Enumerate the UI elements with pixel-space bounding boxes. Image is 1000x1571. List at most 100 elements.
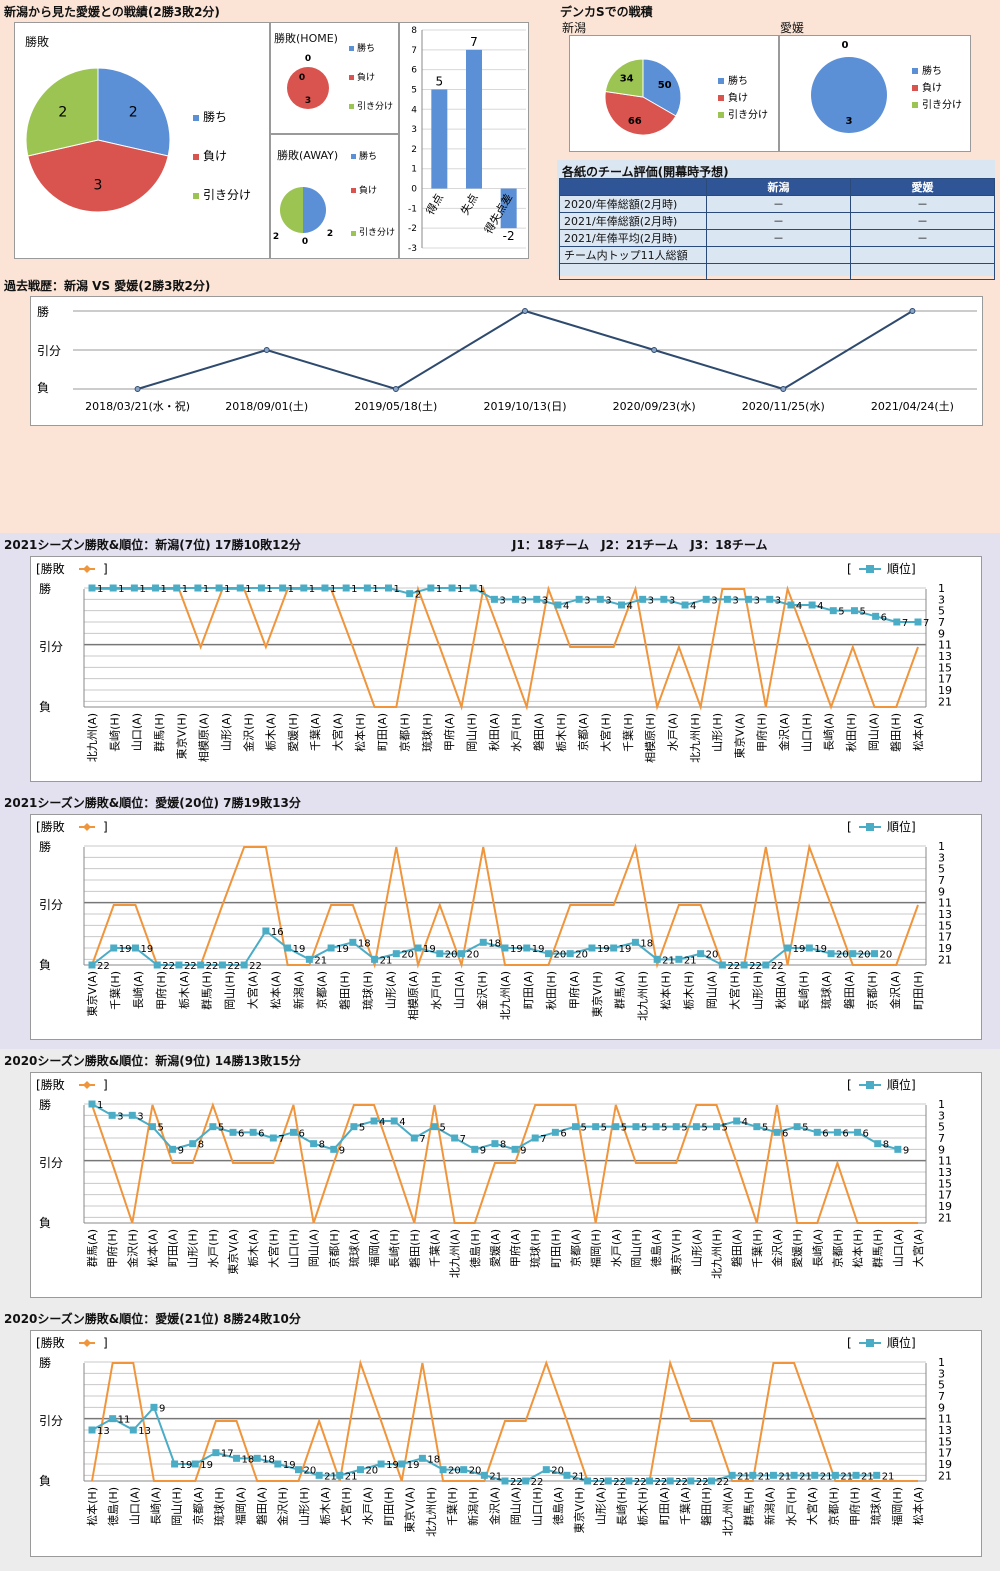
rank-data-label: 3 xyxy=(669,595,675,606)
y-tick-label: 4 xyxy=(411,105,417,115)
history-panel: 勝引分負 2018/03/21(水・祝) 2018/09/01(土) 2019/05/… xyxy=(30,296,983,426)
rank-data-label: 1 xyxy=(478,584,484,595)
rank-legend-open: [ xyxy=(847,562,852,576)
rank-data-label: 22 xyxy=(717,1477,730,1488)
rank-data-label: 22 xyxy=(675,1477,688,1488)
rank-data-label: 21 xyxy=(820,1471,833,1482)
rank-data-label: 3 xyxy=(732,595,738,606)
x-tick-label: 栃木(H) xyxy=(682,971,696,1010)
ratings-row-label: 2020/年俸総額(2月時) xyxy=(559,195,707,213)
rank-data-label: 19 xyxy=(180,1460,193,1471)
rank-data-label: 20 xyxy=(448,1466,461,1477)
x-tick-label: 磐田(A) xyxy=(842,971,856,1009)
rank-data-label: 1 xyxy=(266,584,272,595)
rank-point xyxy=(342,584,350,592)
away-pie-title: 勝敗(AWAY) xyxy=(277,149,339,162)
bar xyxy=(500,188,517,229)
rank-tick-label: 11 xyxy=(938,1413,952,1426)
rank-point xyxy=(491,1140,499,1148)
rank-point xyxy=(305,955,313,963)
rank-point xyxy=(753,1123,761,1131)
rank-data-label: 19 xyxy=(293,944,306,955)
legend-swatch-draw xyxy=(718,112,724,118)
x-tick-label: 町田(H) xyxy=(549,1229,562,1268)
x-tick-label: 大宮(H) xyxy=(598,713,612,752)
rank-data-label: 3 xyxy=(648,595,654,606)
x-tick-label: 秋田(H) xyxy=(544,971,558,1010)
x-tick-label: 群馬(H) xyxy=(871,1229,885,1268)
rank-data-label: 21 xyxy=(345,1471,358,1482)
x-tick-label: 東京V(H) xyxy=(590,971,604,1017)
rank-data-label: 3 xyxy=(521,595,527,606)
rank-point xyxy=(790,1471,798,1479)
rank-data-label: 19 xyxy=(597,944,610,955)
x-tick-label: 山形(H) xyxy=(751,971,764,1010)
rank-data-label: 21 xyxy=(684,955,697,966)
rank-point xyxy=(427,584,435,592)
rank-data-label: 20 xyxy=(575,950,588,961)
rank-point xyxy=(874,1140,882,1148)
rank-data-label: 19 xyxy=(793,944,806,955)
rank-point xyxy=(533,595,541,603)
rank-tick-label: 21 xyxy=(938,1211,952,1224)
rank-point xyxy=(652,1123,660,1131)
history-point xyxy=(263,347,270,353)
rank-point xyxy=(531,1134,539,1142)
x-tick-label: 水戸(H) xyxy=(207,1229,220,1268)
rank-data-label: 2 xyxy=(415,590,421,601)
rank-data-label: 18 xyxy=(427,1454,440,1465)
rank-point xyxy=(249,1128,257,1136)
goals-bar-panel: -3 -2 -1 0 1 2 3 4 5 6 7 8 5 得点 7 失点 -2 得失点差 xyxy=(399,22,529,259)
x-tick-label: 琉球(H) xyxy=(212,1487,226,1526)
pie-data-label: 50 xyxy=(658,80,672,91)
rank-point xyxy=(660,595,668,603)
x-tick-label: 長崎(A) xyxy=(131,971,145,1009)
rank-data-label: 6 xyxy=(782,1128,788,1139)
rank-point xyxy=(808,601,816,609)
rank-point xyxy=(769,1471,777,1479)
x-tick-label: 金沢(A) xyxy=(487,1487,501,1525)
rank-data-label: 7 xyxy=(419,1134,425,1145)
rank-point xyxy=(109,584,117,592)
x-tick-label: 京都(A) xyxy=(569,1229,583,1267)
x-tick-label: 長崎(H) xyxy=(107,713,121,752)
legend-label-draw: 引き分け xyxy=(203,188,251,202)
legend-label-win: 勝ち xyxy=(922,64,942,77)
rank-point xyxy=(128,1111,136,1119)
wl-legend-label: [勝敗 xyxy=(36,819,65,834)
rank-tick-label: 17 xyxy=(938,931,952,944)
ratings-row-label: 2021/年俸総額(2月時) xyxy=(559,212,707,230)
top-title: 新潟から見た愛媛との戦績(2勝3敗2分) xyxy=(4,5,220,19)
pie-slice-lose xyxy=(604,90,677,136)
x-tick-label: 京都(H) xyxy=(830,1229,844,1268)
rank-data-label: 20 xyxy=(553,950,566,961)
rank-data-label: 1 xyxy=(182,584,188,595)
x-tick-label: 琉球(H) xyxy=(360,971,374,1010)
rank-data-label: 4 xyxy=(563,601,569,612)
rank-point xyxy=(632,1123,640,1131)
rank-data-label: 3 xyxy=(542,595,548,606)
rank-tick-label: 3 xyxy=(938,851,945,864)
rank-point xyxy=(289,1128,297,1136)
x-tick-label: 琉球(A) xyxy=(819,971,833,1009)
pie-data-label: 34 xyxy=(620,73,634,84)
rank-point xyxy=(310,1140,318,1148)
rank-data-label: 5 xyxy=(838,607,844,618)
ratings-row-ehime: － xyxy=(850,195,995,213)
rank-data-label: 8 xyxy=(319,1140,325,1151)
wl-line xyxy=(91,1101,918,1224)
rank-tick-label: 13 xyxy=(938,1424,952,1437)
rank-point xyxy=(697,950,705,958)
pie-data-label: 0 xyxy=(299,73,305,83)
legend-swatch-lose xyxy=(912,85,918,91)
rank-data-label: 1 xyxy=(97,584,103,595)
rank-point xyxy=(189,1140,197,1148)
rank-point xyxy=(418,1454,426,1462)
wl-legend-close: ] xyxy=(103,562,108,576)
rank-data-label: 1 xyxy=(436,584,442,595)
y-level-label: 勝 xyxy=(37,304,49,319)
rank-point xyxy=(321,584,329,592)
history-point xyxy=(134,386,141,392)
x-tick-label: 北九州(H) xyxy=(689,713,702,763)
